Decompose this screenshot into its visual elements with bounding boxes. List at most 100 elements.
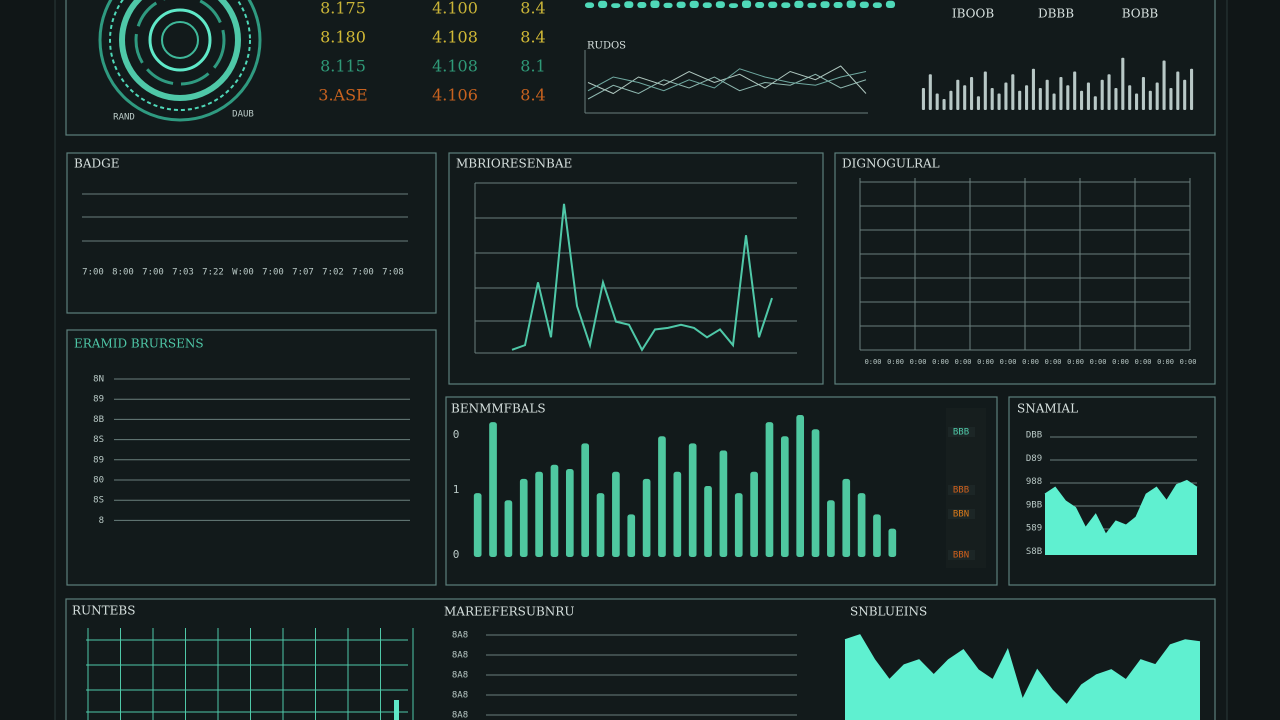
x-tick-label: 0:00	[955, 358, 972, 366]
bar	[1004, 82, 1008, 110]
bar	[820, 1, 830, 9]
bar	[827, 500, 835, 557]
stat-value: 3.ASE	[318, 86, 367, 105]
y-tick-label: 8B	[93, 415, 104, 425]
stat-value: 8.4	[520, 28, 545, 47]
bar	[728, 3, 739, 9]
bar	[1162, 60, 1166, 110]
x-tick-label: 7:03	[172, 268, 194, 278]
y-tick-label: 9BB	[1026, 500, 1042, 510]
x-tick-label: W:00	[232, 268, 254, 278]
bar	[872, 2, 882, 8]
x-tick-label: 0:00	[1135, 358, 1152, 366]
bar	[741, 0, 752, 8]
x-tick-label: 0:00	[1112, 358, 1129, 366]
bar	[627, 514, 636, 557]
panel-title: SNBLUEINS	[850, 605, 927, 619]
bar	[755, 2, 765, 8]
x-tick-label: 0:00	[1090, 358, 1107, 366]
x-tick-label: 0:00	[1157, 358, 1174, 366]
legend-swatch	[948, 485, 975, 495]
bar	[833, 2, 843, 8]
panel-title: ERAMID BRURSENS	[74, 337, 204, 351]
bar	[1169, 88, 1173, 110]
bar	[888, 528, 897, 557]
y-tick-label: 0	[453, 428, 460, 441]
panel-title: DIGNOGULRAL	[842, 157, 940, 171]
y-tick-label: 0	[453, 548, 460, 561]
bar	[1183, 79, 1187, 110]
bar	[935, 93, 939, 110]
bar	[1155, 82, 1159, 110]
panel-title: SNAMIAL	[1017, 402, 1078, 416]
y-tick-label: 8A8	[452, 711, 468, 720]
bar	[1052, 93, 1056, 110]
y-tick-label: 8A8	[452, 651, 468, 661]
bar	[719, 450, 728, 557]
legend-label: BBN	[953, 510, 969, 520]
bar	[658, 436, 666, 557]
x-tick-label: 7:08	[382, 268, 404, 278]
x-tick-label: 8:00	[112, 268, 134, 278]
y-tick-label: DBB	[1026, 431, 1042, 441]
bar	[781, 2, 791, 8]
runtests-lines	[87, 628, 414, 720]
bar	[1107, 74, 1111, 110]
area-fill	[1045, 480, 1197, 555]
y-tick-label: 8	[99, 516, 104, 526]
bar	[1086, 82, 1090, 110]
bar	[885, 0, 896, 8]
x-tick-label: 0:00	[1000, 358, 1017, 366]
legend-swatch	[948, 550, 975, 560]
bar	[956, 79, 960, 110]
legend-swatch	[948, 509, 975, 519]
y-tick-label: 89	[93, 395, 104, 405]
y-tick-label: 1	[453, 483, 460, 496]
indicator	[394, 700, 399, 720]
line	[844, 634, 1201, 707]
bar	[1128, 85, 1132, 110]
y-tick-label: 8A8	[452, 691, 468, 701]
bar	[598, 0, 608, 8]
bar	[765, 422, 774, 557]
stat-value: 4.108	[432, 57, 478, 76]
bar	[1121, 57, 1125, 110]
panel-title: RUNTEBS	[72, 604, 135, 618]
bar	[842, 478, 851, 557]
panel-title: MAREEFERSUBNRU	[444, 605, 574, 619]
bar	[1141, 77, 1145, 110]
bar	[921, 88, 925, 110]
bar	[1148, 90, 1152, 110]
bar	[997, 93, 1001, 110]
bar	[581, 443, 590, 557]
y-tick-label: 8N	[93, 375, 104, 385]
y-tick-label: 89	[93, 455, 104, 465]
stat-value: 8.4	[520, 86, 545, 105]
bar	[1038, 88, 1042, 110]
bar	[846, 0, 856, 8]
column-head: IBOOB	[952, 7, 994, 21]
x-tick-label: 7:07	[292, 268, 314, 278]
y-tick-label: S8B	[1026, 547, 1042, 557]
stat-value: 8.115	[320, 57, 366, 76]
bar	[942, 99, 946, 110]
y-tick-label: 8A8	[452, 671, 468, 681]
legend-label: BBN	[953, 551, 969, 561]
bar	[624, 1, 634, 9]
x-tick-label: 0:00	[932, 358, 949, 366]
bar	[473, 493, 482, 557]
bar	[584, 2, 595, 8]
bar	[970, 77, 974, 110]
bar	[1059, 77, 1063, 110]
bar	[1045, 79, 1049, 110]
stat-value: 8.1	[520, 57, 545, 76]
legend-label: BBB	[953, 428, 969, 438]
line	[511, 203, 773, 352]
y-tick-label: 589	[1026, 524, 1042, 534]
x-tick-label: 7:00	[262, 268, 284, 278]
bar	[704, 486, 712, 557]
x-tick-label: 0:00	[977, 358, 994, 366]
bar	[859, 1, 869, 8]
bar	[1073, 71, 1077, 110]
badge-panel	[66, 152, 437, 314]
